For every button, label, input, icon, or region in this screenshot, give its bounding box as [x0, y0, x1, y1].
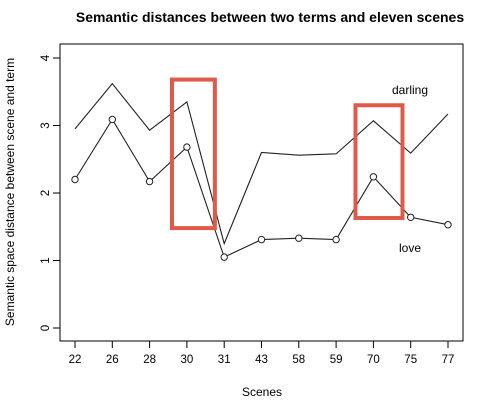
chart-title: Semantic distances between two terms and… — [76, 9, 464, 25]
annotation-layer — [169, 77, 405, 231]
highlight-box-1 — [169, 77, 217, 231]
x-tick-label-28: 28 — [143, 354, 156, 366]
x-tick-label-30: 30 — [181, 354, 194, 366]
point-love-75 — [407, 213, 415, 222]
highlight-box-2 — [353, 103, 405, 220]
x-tick-label-70: 70 — [367, 354, 380, 366]
y-tick-label-0: 0 — [40, 325, 52, 331]
point-love-58 — [295, 234, 303, 242]
x-tick-label-31: 31 — [218, 354, 231, 366]
x-tick-label-58: 58 — [292, 354, 305, 366]
x-axis: 22 26 28 30 31 43 58 59 70 75 77 — [69, 341, 455, 366]
point-love-26 — [108, 115, 117, 124]
x-tick-label-75: 75 — [404, 354, 417, 366]
x-tick-label-22: 22 — [69, 354, 82, 366]
x-tick-label-59: 59 — [330, 354, 343, 366]
y-axis-label: Semantic space distance between scene an… — [3, 58, 17, 326]
x-tick-label-26: 26 — [106, 354, 119, 366]
point-love-31 — [220, 253, 228, 261]
y-tick-label-3: 3 — [40, 122, 52, 128]
point-love-77 — [444, 221, 452, 229]
series-layer: darling love — [71, 82, 452, 261]
series-line-darling — [74, 82, 449, 246]
point-love-28 — [145, 177, 154, 186]
point-love-70 — [369, 173, 378, 181]
series-label-love: love — [399, 241, 421, 255]
y-tick-label-2: 2 — [40, 190, 52, 196]
y-axis: 0 1 2 3 4 — [40, 54, 60, 331]
point-love-22 — [71, 175, 79, 184]
x-axis-label: Scenes — [242, 385, 282, 399]
series-label-darling: darling — [392, 83, 428, 97]
x-tick-label-77: 77 — [442, 354, 455, 366]
x-tick-label-43: 43 — [255, 354, 268, 366]
point-love-30 — [183, 143, 191, 151]
point-love-43 — [257, 235, 266, 244]
y-tick-label-4: 4 — [40, 54, 52, 61]
point-love-59 — [332, 235, 340, 244]
y-tick-label-1: 1 — [40, 257, 52, 263]
